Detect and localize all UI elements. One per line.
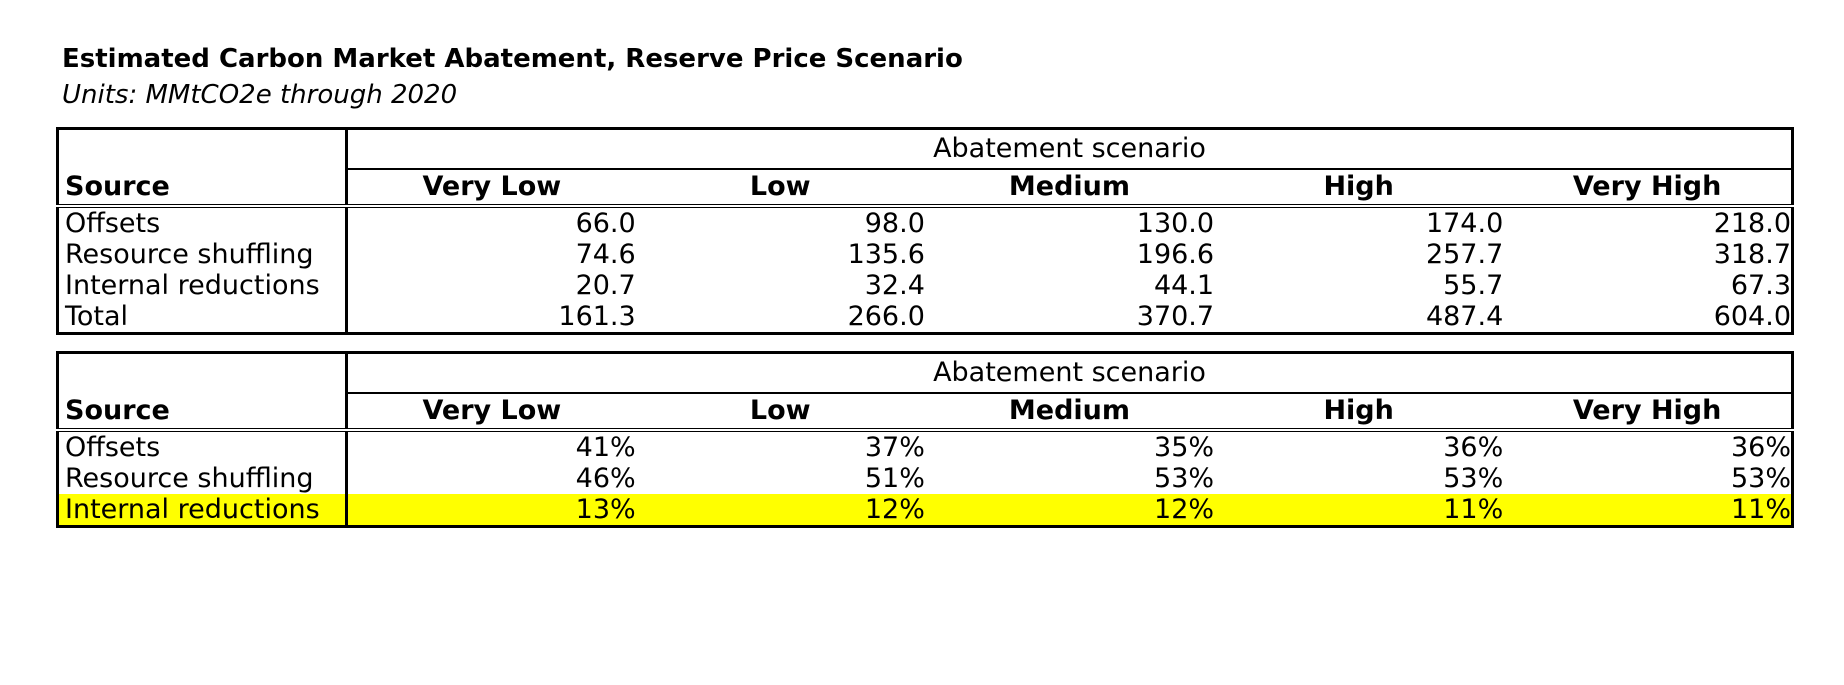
table-cell: 32.4 [864,270,925,301]
table-cell: 98.0 [864,208,925,239]
table-cell: 46% [575,463,636,494]
table-cell: 12% [924,494,1215,528]
table-cell: 41% [575,432,636,463]
table-cell: 218.0 [1713,208,1791,239]
table-cell: 196.6 [1136,239,1215,270]
table-cell: 174.0 [1425,208,1504,239]
table-cell: 318.7 [1713,239,1791,270]
table-cell: 370.7 [924,301,1215,335]
row-label: Offsets [57,206,348,239]
table-cell: 266.0 [635,301,925,335]
column-header: Very High [1572,395,1722,426]
column-header: High [1323,395,1394,426]
table-cell: 53% [1443,463,1504,494]
column-header: Low [749,171,811,202]
table-row-total: Total 161.3 266.0 370.7 487.4 604.0 [57,301,1793,335]
table-row-highlighted: Internal reductions 13% 12% 12% 11% 11% [57,494,1793,528]
table-cell: 257.7 [1425,239,1504,270]
column-header: Medium [1008,395,1131,426]
table-cell: 53% [1154,463,1215,494]
table-cell: 74.6 [575,239,636,270]
table-row: Internal reductions 20.7 32.4 44.1 55.7 … [57,270,1793,301]
column-header: High [1323,171,1394,202]
table-cell: 53% [1730,463,1791,494]
column-header: Low [749,395,811,426]
source-header: Source [57,169,348,206]
table-cell: 37% [864,432,925,463]
table-cell: 55.7 [1443,270,1504,301]
row-label: Offsets [57,430,348,463]
column-header: Very Low [422,171,562,202]
page-subtitle: Units: MMtCO2e through 2020 [62,80,458,110]
table-row: Offsets 41% 37% 35% 36% 36% [57,430,1793,463]
row-label: Internal reductions [57,270,348,301]
table-row: Resource shuffling 74.6 135.6 196.6 257.… [57,239,1793,270]
table-row: Offsets 66.0 98.0 130.0 174.0 218.0 [57,206,1793,239]
table-cell: 51% [864,463,925,494]
table-cell: 20.7 [575,270,636,301]
row-label: Total [57,301,348,335]
table-cell: 11% [1214,494,1504,528]
table-cell: 130.0 [1136,208,1215,239]
table-cell: 487.4 [1214,301,1504,335]
row-label: Resource shuffling [57,463,348,494]
table-cell: 135.6 [847,239,925,270]
row-label: Resource shuffling [57,239,348,270]
table-cell: 161.3 [346,301,636,335]
scenario-header: Abatement scenario [346,128,1793,170]
scenario-header: Abatement scenario [346,352,1793,394]
table-row: Resource shuffling 46% 51% 53% 53% 53% [57,463,1793,494]
table-cell: 604.0 [1503,301,1793,335]
table-cell: 36% [1730,432,1791,463]
table-cell: 36% [1443,432,1504,463]
column-header: Very Low [422,395,562,426]
table-cell: 44.1 [1153,270,1215,301]
page-title: Estimated Carbon Market Abatement, Reser… [62,44,963,74]
table-cell: 13% [346,494,636,528]
row-label: Internal reductions [57,494,348,528]
source-header: Source [57,393,348,430]
blank-corner-cell [57,352,348,393]
blank-corner-cell [57,128,348,169]
table-cell: 35% [1154,432,1215,463]
column-header: Very High [1572,171,1722,202]
abatement-share-table: Abatement scenario Source Very Low Low M… [56,351,1794,528]
abatement-volume-table: Abatement scenario Source Very Low Low M… [56,127,1794,335]
table-cell: 67.3 [1730,270,1791,301]
table-cell: 11% [1503,494,1793,528]
column-header: Medium [1008,171,1131,202]
table-cell: 12% [635,494,925,528]
table-cell: 66.0 [575,208,636,239]
